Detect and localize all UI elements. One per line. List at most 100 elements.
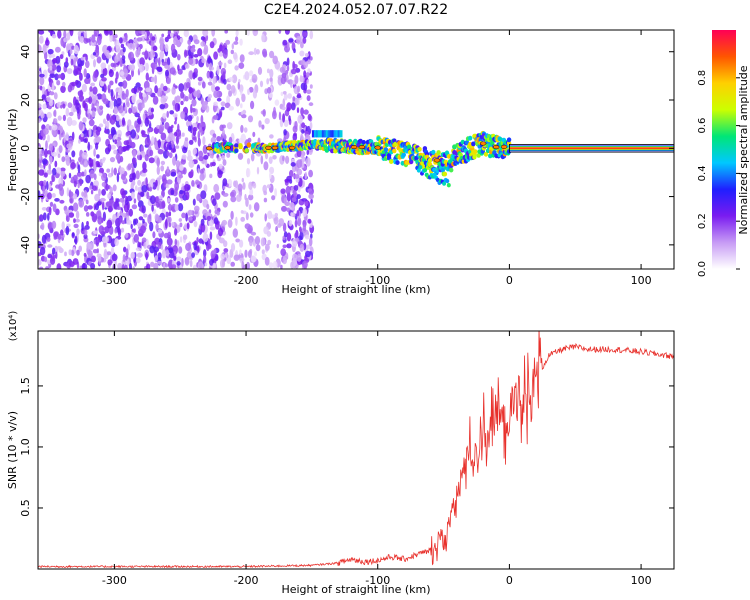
noise-cell	[211, 83, 216, 93]
noise-cell	[286, 175, 292, 182]
noise-cell	[166, 110, 169, 118]
noise-cell	[155, 196, 160, 202]
noise-cell	[230, 85, 236, 94]
x-tick-label: -100	[365, 574, 390, 587]
noise-cell	[85, 55, 88, 62]
noise-cell	[184, 63, 190, 69]
noise-cell	[46, 180, 49, 191]
noise-cell	[306, 149, 310, 156]
carrier-cell	[327, 130, 331, 138]
noise-cell	[76, 228, 80, 235]
noise-cell	[282, 222, 287, 232]
noise-cell	[154, 85, 159, 94]
noise-cell	[213, 90, 220, 99]
carrier-cell	[446, 183, 451, 188]
noise-cell	[147, 214, 152, 224]
noise-cell	[175, 145, 180, 149]
noise-cell	[294, 174, 300, 179]
noise-cell	[165, 183, 170, 189]
noise-cell	[278, 218, 285, 227]
noise-cell	[83, 30, 88, 39]
noise-cell	[127, 119, 132, 127]
noise-cell	[241, 177, 244, 183]
noise-cell	[104, 147, 111, 155]
noise-cell	[137, 119, 142, 125]
noise-cell	[152, 231, 156, 239]
carrier-cell	[383, 147, 389, 153]
noise-cell	[61, 221, 65, 230]
noise-cell	[171, 86, 176, 95]
noise-cell	[85, 174, 91, 184]
noise-cell	[71, 131, 75, 141]
noise-cell	[209, 173, 213, 179]
noise-cell	[240, 103, 243, 109]
colorbar-tick-label: 0.0	[697, 261, 708, 277]
noise-cell	[217, 61, 223, 66]
noise-cell	[158, 195, 163, 200]
noise-cell	[214, 192, 221, 200]
carrier-cell	[406, 144, 412, 150]
noise-cell	[227, 59, 233, 64]
spectrogram-x-label: Height of straight line (km)	[281, 283, 430, 296]
noise-cell	[252, 182, 257, 189]
noise-cell	[159, 124, 165, 132]
carrier-cell	[472, 154, 477, 160]
noise-cell	[77, 164, 81, 174]
noise-cell	[280, 188, 286, 194]
noise-cell	[180, 158, 186, 165]
noise-cell	[149, 221, 154, 232]
noise-cell	[54, 160, 58, 168]
noise-cell	[296, 107, 300, 114]
noise-cell	[269, 134, 274, 139]
noise-cell	[218, 51, 224, 57]
noise-cell	[192, 136, 196, 141]
noise-cell	[187, 39, 192, 45]
noise-cell	[248, 204, 252, 211]
noise-cell	[49, 155, 53, 165]
noise-cell	[210, 136, 217, 144]
noise-cell	[99, 197, 106, 202]
noise-cell	[144, 154, 149, 162]
noise-cell	[133, 198, 137, 204]
noise-cell	[90, 82, 95, 87]
noise-cell	[123, 203, 130, 213]
noise-cell	[290, 68, 297, 75]
noise-cell	[83, 205, 89, 212]
noise-cell	[136, 257, 141, 264]
noise-cell	[104, 120, 110, 130]
noise-cell	[166, 151, 170, 157]
noise-cell	[144, 137, 151, 147]
x-tick-label: 100	[631, 274, 652, 287]
carrier-peak	[433, 158, 441, 163]
noise-cell	[56, 246, 62, 250]
noise-cell	[239, 249, 242, 256]
noise-cell	[202, 30, 209, 37]
noise-cell	[130, 251, 136, 260]
noise-cell	[39, 85, 43, 91]
noise-cell	[166, 77, 171, 85]
carrier-cell	[436, 150, 441, 155]
noise-cell	[282, 39, 288, 46]
noise-cell	[158, 216, 162, 224]
noise-cell	[60, 229, 64, 236]
noise-cell	[163, 232, 170, 239]
noise-cell	[72, 103, 77, 113]
noise-cell	[286, 192, 291, 202]
noise-cell	[155, 179, 158, 187]
noise-cell	[310, 198, 313, 204]
carrier-cell	[442, 171, 448, 177]
noise-cell	[129, 263, 132, 269]
carrier-cell	[234, 143, 239, 149]
noise-cell	[309, 56, 313, 61]
noise-cell	[91, 110, 96, 118]
noise-cell	[307, 218, 312, 224]
noise-cell	[149, 186, 153, 192]
x-tick-label: -200	[234, 274, 259, 287]
noise-cell	[302, 32, 308, 37]
noise-cell	[49, 73, 56, 79]
noise-cell	[251, 74, 258, 83]
noise-cell	[253, 47, 257, 56]
noise-cell	[163, 262, 166, 269]
noise-cell	[126, 220, 132, 225]
carrier-cell	[490, 140, 495, 146]
